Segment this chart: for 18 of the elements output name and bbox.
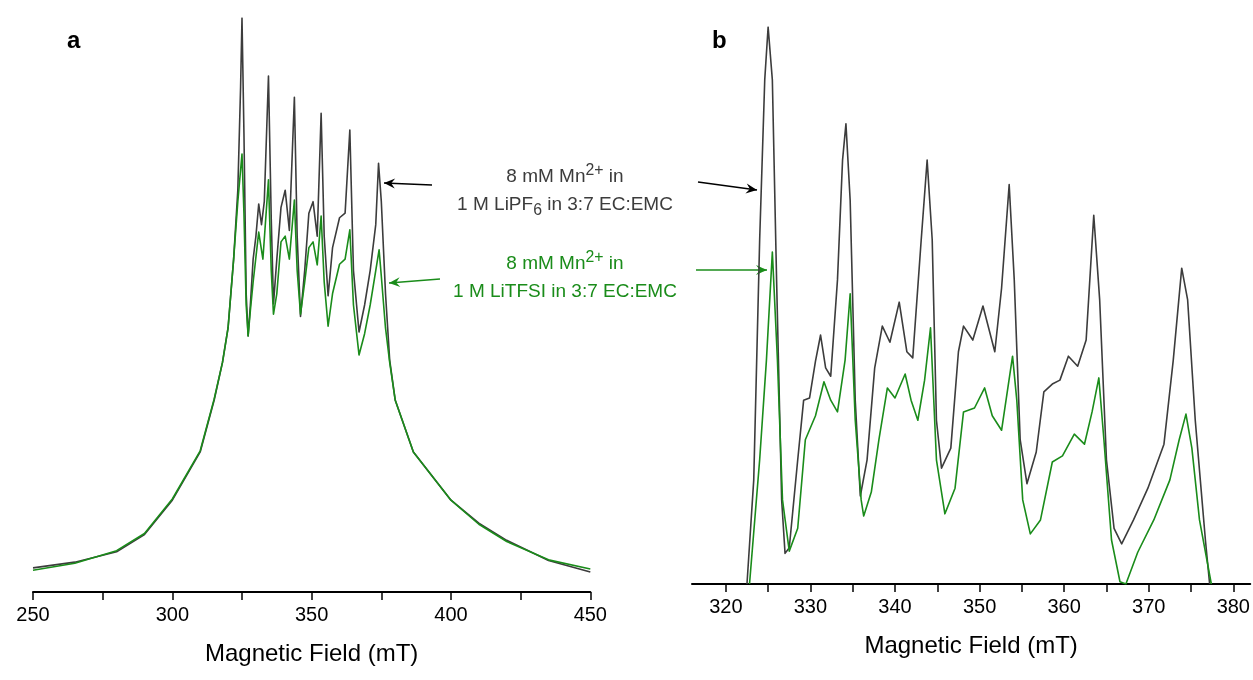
- x-tick-label: 380: [1216, 595, 1250, 617]
- x-tick-label: 330: [793, 595, 828, 617]
- chart-title: b: [712, 25, 727, 53]
- x-tick-label: 360: [1047, 595, 1081, 617]
- x-tick-label: 450: [573, 603, 607, 625]
- x-tick-label: 300: [155, 603, 190, 625]
- x-tick-label: 370: [1132, 595, 1166, 617]
- x-axis-title: Magnetic Field (mT): [204, 638, 419, 666]
- x-tick-label: 350: [962, 595, 997, 617]
- x-axis-title: Magnetic Field (mT): [864, 630, 1078, 658]
- x-tick-label: 340: [878, 595, 912, 617]
- x-tick-label: 400: [434, 603, 468, 625]
- x-tick-label: 320: [709, 595, 743, 617]
- x-tick-label: 350: [294, 603, 329, 625]
- annotation: 8 mM Mn$^{2+}$ in 1 M LiTFSI in 3:7 EC:EMC: [452, 247, 678, 304]
- chart-title: a: [67, 25, 81, 53]
- x-tick-label: 250: [16, 603, 50, 625]
- text: 8 mM Mn$^{2+}$ in 1 M LiPF$_{6}$ in 3:7 EC:EMC: [457, 161, 673, 219]
